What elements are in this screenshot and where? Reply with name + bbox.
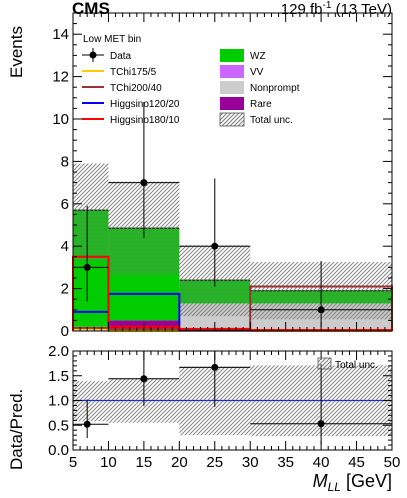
legend-label-wz: WZ [250, 51, 266, 62]
lumi-exponent: -1 [323, 0, 332, 11]
legend-label-unc: Total unc. [250, 115, 293, 126]
top-y-axis-title: Events [7, 26, 26, 78]
ratio-y-tick-label: 0.0 [48, 442, 69, 459]
legend-swatch-nonprompt [220, 81, 244, 94]
data-points [73, 102, 392, 327]
x-axis-title-main: M [313, 471, 328, 491]
x-tick-label: 15 [136, 454, 153, 471]
data-point [140, 179, 148, 187]
legend-label-higgsino120: Higgsino120/20 [110, 99, 180, 110]
legend-label-tchi175: TChi175/5 [110, 67, 157, 78]
bin-annotation: Low MET bin [83, 34, 141, 45]
legend-swatch-vv [220, 65, 244, 78]
x-tick-label: 30 [242, 454, 259, 471]
bottom-y-axis-title: Data/Pred. [7, 389, 26, 470]
ratio-y-tick-label: 1.5 [48, 368, 69, 385]
ratio-uncertainty-bin [73, 381, 109, 422]
ratio-point [83, 420, 91, 428]
ratio-y-tick-label: 1.0 [48, 393, 69, 410]
y-tick-label: 6 [61, 196, 69, 213]
legend-label-nonprompt: Nonprompt [250, 83, 300, 94]
legend: Data TChi175/5 TChi200/40 Higgsino120/20 Hig… [82, 48, 300, 127]
x-tick-label: 5 [69, 454, 77, 471]
legend-label-rare: Rare [250, 99, 272, 110]
y-tick-label: 12 [52, 69, 69, 86]
main-plot-panel: 0 2 4 6 8 10 12 14 Low MET bin Data TChi175/5 TCh… [52, 12, 393, 340]
legend-data-marker [89, 51, 97, 59]
y-tick-label: 0 [61, 323, 69, 340]
legend-label-higgsino180: Higgsino180/10 [110, 115, 180, 126]
x-axis-title-unit: [GeV] [341, 471, 392, 491]
x-tick-label: 35 [277, 454, 294, 471]
ratio-legend-swatch [317, 357, 332, 370]
x-axis-title: MLL [GeV] [313, 471, 392, 493]
x-tick-label: 10 [100, 454, 117, 471]
uncertainty-band-bin [73, 163, 109, 262]
ratio-data-points [73, 351, 392, 445]
main-axes: 0 2 4 6 8 10 12 14 [52, 12, 393, 340]
x-axis-title-sub: LL [328, 480, 341, 493]
y-tick-label: 8 [61, 153, 69, 170]
x-tick-label: 40 [313, 454, 330, 471]
data-point [317, 306, 325, 314]
lumi-prefix: 129 fb [281, 1, 323, 18]
ratio-y-tick-label: 0.5 [48, 417, 69, 434]
legend-swatch-rare [220, 97, 244, 110]
lumi-suffix: (13 TeV) [331, 1, 392, 18]
ratio-point [317, 420, 325, 428]
x-tick-label: 50 [384, 454, 401, 471]
legend-label-tchi200: TChi200/40 [110, 83, 162, 94]
lumi-label: 129 fb-1 (13 TeV) [281, 0, 392, 18]
y-tick-label: 10 [52, 111, 69, 128]
ratio-plot-panel: 0.0 0.5 1.0 1.5 2.0 5 10 15 20 25 30 35 40 45 50 Total… [48, 343, 400, 471]
y-tick-label: 14 [52, 26, 69, 43]
legend-label-data: Data [110, 51, 132, 62]
x-tick-label: 25 [206, 454, 223, 471]
y-tick-label: 4 [61, 238, 69, 255]
legend-swatch-wz [220, 49, 244, 62]
legend-swatch-unc [219, 112, 245, 127]
ratio-point [140, 375, 148, 383]
experiment-label: CMS [72, 0, 110, 18]
ratio-legend-label: Total unc. [335, 360, 378, 371]
legend-label-vv: VV [250, 67, 264, 78]
ratio-point [211, 363, 219, 371]
data-point [211, 242, 219, 250]
x-tick-label: 20 [171, 454, 188, 471]
y-tick-label: 2 [61, 281, 69, 298]
ratio-legend: Total unc. [317, 357, 378, 371]
data-point [83, 263, 91, 271]
ratio-y-tick-label: 2.0 [48, 343, 69, 360]
x-tick-label: 45 [348, 454, 365, 471]
ratio-axes: 0.0 0.5 1.0 1.5 2.0 5 10 15 20 25 30 35 40 45 50 [48, 343, 400, 471]
